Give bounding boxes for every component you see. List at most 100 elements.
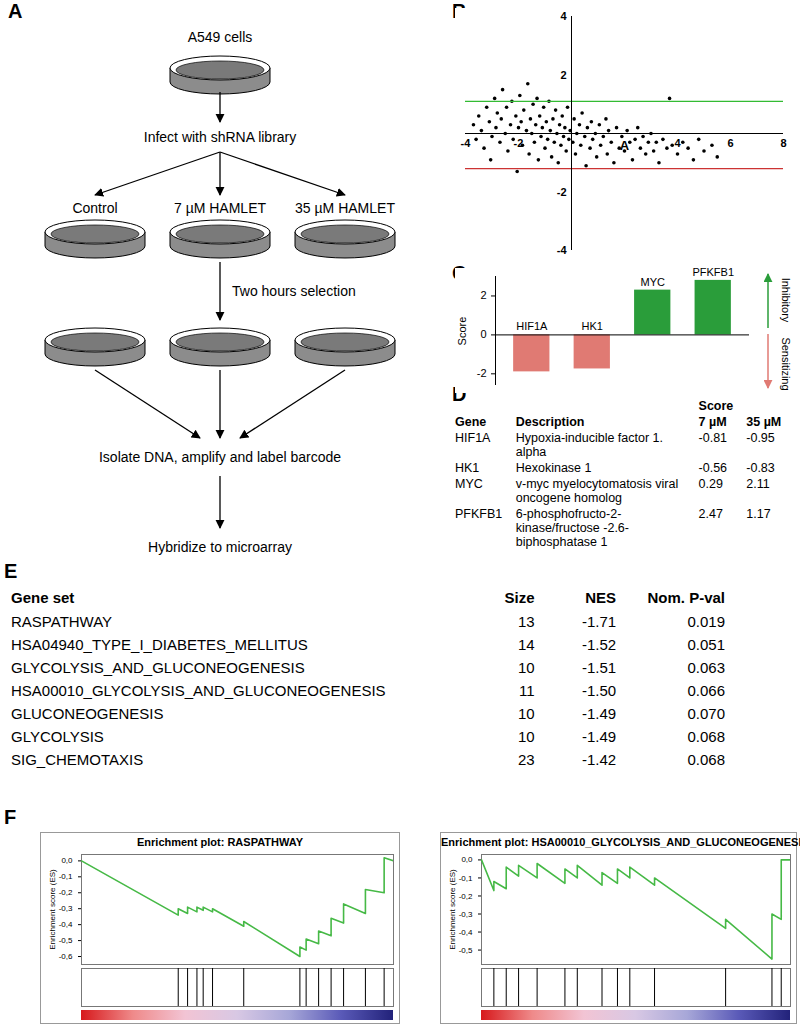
html-text:Size: Size: [504, 589, 535, 606]
svg-text:-2: -2: [477, 367, 487, 379]
html-text:Hypoxia-inducible factor 1. al: Hypoxia-inducible factor 1. alpha: [515, 431, 663, 459]
html-text:10: 10: [517, 659, 535, 676]
html-text:2.47: 2.47: [698, 507, 723, 521]
html-text:B: B: [452, 0, 467, 22]
svg-text:Isolate DNA, amplify and label: Isolate DNA, amplify and label barcode: [99, 449, 341, 465]
html-text:11: 11: [519, 682, 535, 699]
html-text:GLYCOLYSIS_AND_GLUCONEOGENESIS: GLYCOLYSIS_AND_GLUCONEOGENESIS: [11, 659, 305, 676]
svg-text:-2: -2: [514, 137, 524, 149]
html-text:-0.95: -0.95: [746, 431, 775, 445]
html-text:0.066: 0.066: [687, 682, 725, 699]
html-text:6-phosphofructo-2-kinase/fruct: 6-phosphofructo-2-kinase/fructose -2.6-b…: [515, 507, 629, 549]
html-text:HSA00010_GLYCOLYSIS_AND_GLUCON: HSA00010_GLYCOLYSIS_AND_GLUCONEOGENESIS: [11, 682, 386, 699]
html-text:Gene: Gene: [455, 415, 487, 429]
svg-text:Infect with shRNA library: Infect with shRNA library: [144, 129, 297, 145]
html-text:-1.49: -1.49: [581, 705, 617, 722]
svg-text:0: 0: [480, 328, 486, 340]
html-text:10: 10: [517, 705, 535, 722]
svg-text:-0,2: -0,2: [59, 888, 73, 897]
svg-text:-0,2: -0,2: [459, 892, 473, 901]
svg-text:-0,5: -0,5: [459, 946, 473, 955]
svg-text:-0,6: -0,6: [59, 952, 73, 961]
svg-text:-4: -4: [461, 137, 472, 149]
html-text:0.019: 0.019: [687, 613, 725, 630]
html-text:0.070: 0.070: [687, 705, 725, 722]
html-text:Gene set: Gene set: [11, 589, 75, 606]
html-text:10: 10: [517, 728, 535, 745]
svg-text:A549 cells: A549 cells: [188, 29, 253, 45]
html-text:Nom. P-val: Nom. P-val: [647, 589, 725, 606]
svg-text:35 µM HAMLET: 35 µM HAMLET: [295, 200, 395, 216]
svg-text:Sensitizing: Sensitizing: [780, 337, 792, 390]
svg-text:A: A: [620, 138, 630, 153]
svg-text:0,0: 0,0: [461, 855, 473, 864]
html-text:-0.83: -0.83: [746, 461, 775, 475]
svg-text:-0,4: -0,4: [459, 928, 473, 937]
html-text:HIF1A: HIF1A: [455, 431, 491, 445]
html-text:-0.81: -0.81: [698, 431, 727, 445]
html-text:-1.49: -1.49: [581, 728, 617, 745]
svg-text:2: 2: [560, 69, 566, 81]
html-text:GLYCOLYSIS: GLYCOLYSIS: [11, 728, 104, 745]
svg-text:-0,3: -0,3: [459, 910, 473, 919]
svg-text:Two hours selection: Two hours selection: [232, 283, 356, 299]
html-text:14: 14: [517, 636, 535, 653]
html-text:0.068: 0.068: [687, 728, 725, 745]
svg-text:MYC: MYC: [641, 276, 666, 288]
html-text:RASPATHWAY: RASPATHWAY: [11, 613, 113, 630]
html-text:13: 13: [517, 613, 535, 630]
html-text:23: 23: [517, 751, 535, 768]
svg-text:4: 4: [560, 10, 567, 22]
html-text:-1.42: -1.42: [581, 751, 617, 768]
html-text:HK1: HK1: [455, 461, 480, 475]
html-text:0.063: 0.063: [687, 659, 725, 676]
html-text:GLUCONEOGENESIS: GLUCONEOGENESIS: [11, 705, 164, 722]
html-text:v-myc myelocytomatosis viral o: v-myc myelocytomatosis viral oncogene ho…: [515, 477, 679, 505]
html-text:Hexokinase 1: Hexokinase 1: [515, 461, 592, 475]
svg-text:-0,1: -0,1: [459, 874, 473, 883]
html-text:A: A: [8, 0, 23, 22]
html-text:C: C: [452, 262, 467, 284]
svg-text:7 µM HAMLET: 7 µM HAMLET: [174, 200, 267, 216]
html-text:PFKFB1: PFKFB1: [455, 507, 503, 521]
svg-text:HIF1A: HIF1A: [516, 320, 548, 332]
svg-text:-2: -2: [557, 186, 567, 198]
html-text:E: E: [4, 560, 18, 582]
html-text:-1.71: -1.71: [581, 613, 617, 630]
svg-text:Hybridize to microarray: Hybridize to microarray: [148, 539, 292, 555]
html-text:-0.56: -0.56: [698, 461, 727, 475]
svg-text:8: 8: [780, 137, 786, 149]
svg-text:Enrichment score (ES): Enrichment score (ES): [48, 869, 57, 950]
html-text:35 µM: 35 µM: [746, 415, 782, 429]
svg-text:Enrichment score (ES): Enrichment score (ES): [448, 869, 457, 950]
svg-text:-0,3: -0,3: [59, 904, 73, 913]
html-text:0.068: 0.068: [687, 751, 725, 768]
html-text:0.051: 0.051: [687, 636, 725, 653]
svg-text:Control: Control: [72, 200, 117, 216]
svg-text:Score: Score: [456, 317, 468, 346]
svg-text:4: 4: [674, 137, 681, 149]
html-text:MYC: MYC: [455, 477, 483, 491]
svg-text:PFKFB1: PFKFB1: [692, 268, 734, 278]
svg-text:-0,1: -0,1: [59, 872, 73, 881]
html-text:-1.51: -1.51: [581, 659, 617, 676]
html-text:7 µM: 7 µM: [698, 415, 727, 429]
svg-text:0,0: 0,0: [61, 856, 73, 865]
svg-text:-0,5: -0,5: [59, 936, 73, 945]
html-text:Score: Score: [698, 399, 734, 413]
html-text:-1.52: -1.52: [581, 636, 617, 653]
svg-text:Inhibitory: Inhibitory: [780, 278, 792, 323]
svg-text:2: 2: [480, 289, 486, 301]
svg-text:-0,4: -0,4: [59, 920, 73, 929]
svg-text:HK1: HK1: [582, 320, 603, 332]
svg-text:-4: -4: [557, 244, 568, 256]
html-text:2.11: 2.11: [746, 477, 770, 491]
svg-text:6: 6: [727, 137, 733, 149]
html-text:-1.50: -1.50: [581, 682, 617, 699]
html-text:SIG_CHEMOTAXIS: SIG_CHEMOTAXIS: [11, 751, 144, 768]
html-text:HSA04940_TYPE_I_DIABETES_MELLI: HSA04940_TYPE_I_DIABETES_MELLITUS: [11, 636, 308, 653]
html-text:0.29: 0.29: [698, 477, 723, 491]
html-text:D: D: [452, 383, 467, 405]
html-text:Description: Description: [515, 415, 585, 429]
html-text:NES: NES: [585, 589, 617, 606]
